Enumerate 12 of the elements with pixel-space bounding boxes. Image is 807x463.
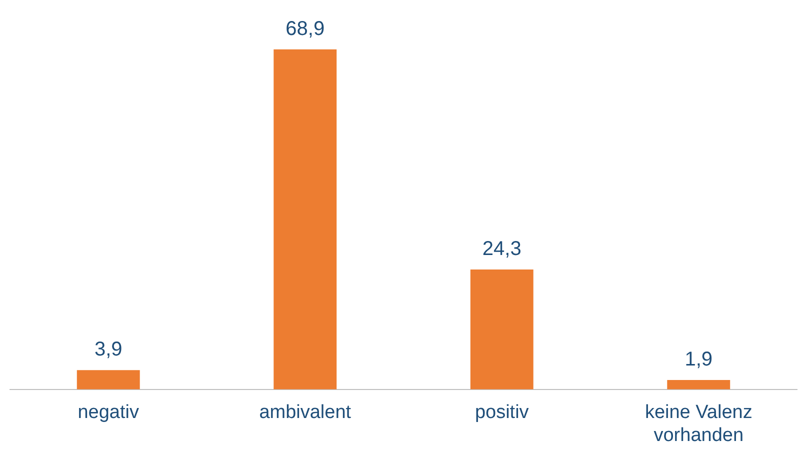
x-tick-label: ambivalent (259, 402, 352, 424)
data-label: 3,9 (94, 338, 122, 361)
bar (76, 370, 140, 390)
data-label: 24,3 (482, 238, 522, 260)
x-tick-label: keine Valenz vorhanden (644, 402, 752, 446)
data-label: 68,9 (286, 18, 325, 40)
x-tick-label: negativ (78, 402, 140, 424)
bar (667, 380, 730, 390)
x-tick-label: positiv (474, 402, 530, 424)
data-label: 1,9 (684, 348, 713, 371)
bar (470, 269, 534, 390)
bar (274, 49, 337, 390)
